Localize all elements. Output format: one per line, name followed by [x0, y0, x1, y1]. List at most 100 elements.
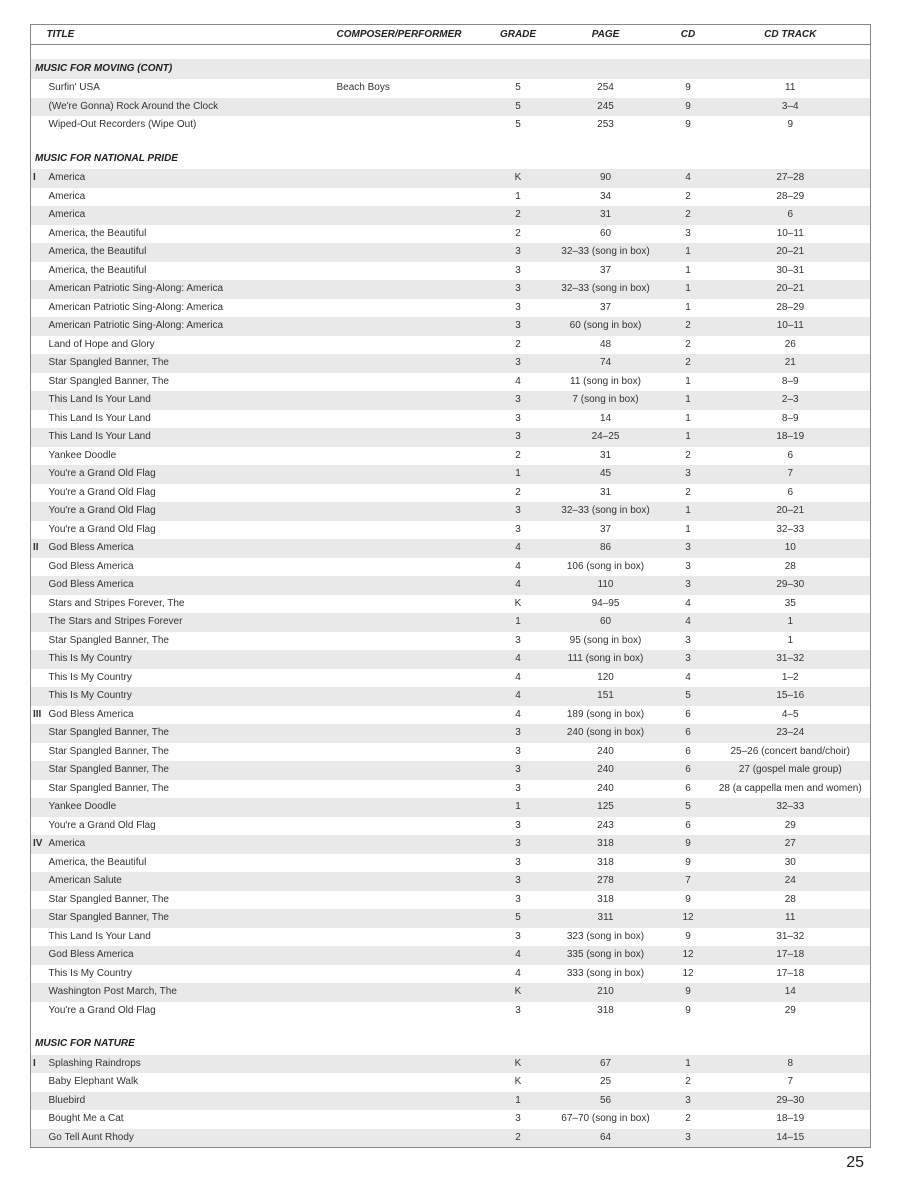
row-marker [31, 946, 43, 965]
song-title: Baby Elephant Walk [43, 1073, 333, 1092]
cd-track: 28 (a cappella men and women) [711, 780, 871, 799]
cd-number: 9 [666, 1002, 711, 1021]
table-row: American Salute3278724 [31, 872, 871, 891]
song-title: America [43, 169, 333, 188]
cd-number: 3 [666, 1129, 711, 1148]
composer [333, 336, 491, 355]
cd-track: 20–21 [711, 280, 871, 299]
table-row: You're a Grand Old Flag3318929 [31, 1002, 871, 1021]
page-ref: 64 [546, 1129, 666, 1148]
table-row: America, the Beautiful337130–31 [31, 262, 871, 281]
cd-track: 35 [711, 595, 871, 614]
song-title: You're a Grand Old Flag [43, 1002, 333, 1021]
composer [333, 724, 491, 743]
song-title: Star Spangled Banner, The [43, 724, 333, 743]
song-title: Star Spangled Banner, The [43, 780, 333, 799]
cd-number: 12 [666, 965, 711, 984]
table-row: This Land Is Your Land324–25118–19 [31, 428, 871, 447]
grade: 4 [491, 669, 546, 688]
row-marker [31, 79, 43, 98]
row-marker: I [31, 169, 43, 188]
grade: 2 [491, 206, 546, 225]
cd-track: 8–9 [711, 410, 871, 429]
table-row: American Patriotic Sing-Along: America33… [31, 280, 871, 299]
table-row: Surfin' USABeach Boys5254911 [31, 79, 871, 98]
grade: 2 [491, 1129, 546, 1148]
grade: 3 [491, 1002, 546, 1021]
cd-track: 31–32 [711, 650, 871, 669]
cd-number: 3 [666, 465, 711, 484]
cd-number: 3 [666, 558, 711, 577]
composer [333, 743, 491, 762]
table-row: This Land Is Your Land3323 (song in box)… [31, 928, 871, 947]
cd-track: 9 [711, 116, 871, 135]
cd-track: 3–4 [711, 98, 871, 117]
cd-number: 3 [666, 539, 711, 558]
song-title: America [43, 835, 333, 854]
table-row: You're a Grand Old Flag332–33 (song in b… [31, 502, 871, 521]
song-title: Bought Me a Cat [43, 1110, 333, 1129]
cd-track: 6 [711, 206, 871, 225]
col-cd: CD [666, 25, 711, 45]
composer [333, 373, 491, 392]
row-marker: II [31, 539, 43, 558]
cd-track: 30–31 [711, 262, 871, 281]
grade: 1 [491, 188, 546, 207]
cd-track: 11 [711, 909, 871, 928]
cd-track: 28–29 [711, 188, 871, 207]
page-ref: 311 [546, 909, 666, 928]
grade: 3 [491, 299, 546, 318]
table-row: Baby Elephant WalkK2527 [31, 1073, 871, 1092]
cd-number: 3 [666, 225, 711, 244]
song-title: Washington Post March, The [43, 983, 333, 1002]
song-title: America [43, 206, 333, 225]
cd-number: 12 [666, 946, 711, 965]
grade: 3 [491, 1110, 546, 1129]
cd-number: 2 [666, 447, 711, 466]
table-row: ISplashing RaindropsK6718 [31, 1055, 871, 1074]
page-ref: 240 [546, 743, 666, 762]
page-ref: 151 [546, 687, 666, 706]
table-row: American Patriotic Sing-Along: America36… [31, 317, 871, 336]
composer [333, 521, 491, 540]
cd-number: 1 [666, 428, 711, 447]
cd-track: 21 [711, 354, 871, 373]
song-title: Surfin' USA [43, 79, 333, 98]
cd-number: 1 [666, 502, 711, 521]
row-marker [31, 521, 43, 540]
row-marker [31, 447, 43, 466]
cd-number: 9 [666, 854, 711, 873]
row-marker [31, 872, 43, 891]
cd-number: 4 [666, 169, 711, 188]
row-marker [31, 1129, 43, 1148]
table-row: Go Tell Aunt Rhody264314–15 [31, 1129, 871, 1148]
cd-track: 32–33 [711, 521, 871, 540]
grade: 3 [491, 854, 546, 873]
row-marker [31, 965, 43, 984]
page-ref: 120 [546, 669, 666, 688]
grade: 4 [491, 687, 546, 706]
col-page: PAGE [546, 25, 666, 45]
page-ref: 106 (song in box) [546, 558, 666, 577]
song-title: Wiped-Out Recorders (Wipe Out) [43, 116, 333, 135]
cd-number: 6 [666, 724, 711, 743]
composer [333, 798, 491, 817]
row-marker [31, 428, 43, 447]
cd-number: 9 [666, 983, 711, 1002]
cd-track: 30 [711, 854, 871, 873]
row-marker [31, 909, 43, 928]
song-title: Splashing Raindrops [43, 1055, 333, 1074]
table-row: IVAmerica3318927 [31, 835, 871, 854]
song-title: God Bless America [43, 539, 333, 558]
cd-track: 7 [711, 1073, 871, 1092]
page-ref: 253 [546, 116, 666, 135]
table-row: Star Spangled Banner, The3240625–26 (con… [31, 743, 871, 762]
table-row: God Bless America4110329–30 [31, 576, 871, 595]
grade: 4 [491, 576, 546, 595]
cd-track: 28–29 [711, 299, 871, 318]
page-ref: 243 [546, 817, 666, 836]
page-ref: 210 [546, 983, 666, 1002]
table-row: You're a Grand Old Flag3243629 [31, 817, 871, 836]
grade: 3 [491, 280, 546, 299]
row-marker [31, 891, 43, 910]
